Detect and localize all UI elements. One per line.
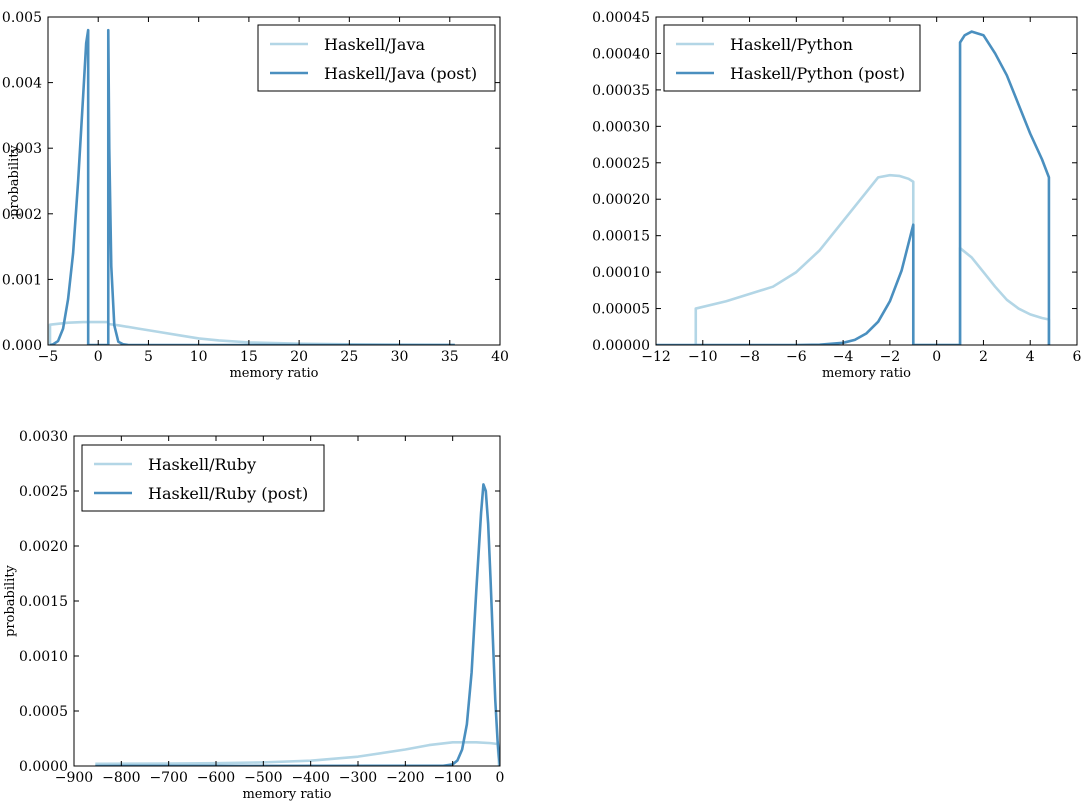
series-line-prior	[48, 320, 455, 345]
x-tick-label: 4	[1026, 349, 1035, 365]
x-axis-label: memory ratio	[242, 787, 331, 802]
series-line-post	[656, 30, 1051, 345]
y-axis-label: probability	[3, 564, 18, 636]
x-tick-label: −500	[244, 770, 282, 786]
x-tick-label: 10	[190, 349, 208, 365]
plot-frame	[47, 16, 501, 346]
y-tick-label: 0.0025	[19, 484, 68, 500]
y-tick-label: 0.005	[2, 10, 42, 26]
legend: Haskell/Java Haskell/Java (post)	[257, 24, 496, 92]
x-tick-label: −4	[833, 349, 854, 365]
x-tick-label: −300	[339, 770, 377, 786]
x-tick-label: 20	[290, 349, 308, 365]
y-tick-label: 0.00035	[592, 83, 650, 99]
x-tick-label: −800	[102, 770, 140, 786]
chart-panel-1: −5 0 5 10 15 20 25 30 35 40 0.000 0.001 0.002 0.003 0.…	[2, 10, 509, 381]
chart-panel-3: −900 −800 −700 −600 −500 −400 −300 −200 −100 0 0.0…	[3, 429, 504, 802]
x-tick-label: −8	[739, 349, 760, 365]
x-tick-label: 0	[932, 349, 941, 365]
x-tick-label: 6	[1073, 349, 1082, 365]
x-tick-label: −6	[786, 349, 807, 365]
y-tick-label: 0.00040	[592, 46, 650, 62]
x-axis-label: memory ratio	[822, 366, 911, 381]
x-tick-label: −2	[880, 349, 901, 365]
x-tick-label: 5	[144, 349, 153, 365]
y-axis-label: probability	[7, 144, 22, 216]
y-tick-label: 0.0000	[19, 759, 68, 775]
x-tick-label: −400	[291, 770, 329, 786]
x-tick-label: −600	[197, 770, 235, 786]
series-line-post	[95, 483, 500, 766]
x-tick-label: 0	[94, 349, 103, 365]
y-tick-label: 0.004	[2, 76, 42, 92]
x-tick-label: −700	[149, 770, 187, 786]
y-tick-label: 0.000	[2, 338, 42, 354]
y-tick-label: 0.00020	[592, 192, 650, 208]
y-tick-label: 0.00010	[592, 265, 650, 281]
x-tick-label: 40	[491, 349, 509, 365]
legend-box	[663, 24, 921, 92]
x-tick-label: −100	[433, 770, 471, 786]
x-tick-label: 15	[240, 349, 258, 365]
y-tick-label: 0.00005	[592, 302, 650, 318]
series-line-prior	[95, 741, 500, 766]
x-tick-label: 25	[340, 349, 358, 365]
plot-frame	[655, 16, 1078, 346]
legend-label: Haskell/Java (post)	[324, 64, 477, 83]
y-tick-label: 0.00030	[592, 119, 650, 135]
y-tick-label: 0.00015	[592, 229, 650, 245]
x-axis-label: memory ratio	[229, 366, 318, 381]
legend: Haskell/Python Haskell/Python (post)	[663, 24, 921, 92]
y-tick-label: 0.00000	[592, 338, 650, 354]
y-tick-label: 0.0010	[19, 649, 68, 665]
legend-label: Haskell/Ruby (post)	[148, 484, 308, 503]
y-tick-label: 0.001	[2, 272, 42, 288]
legend-label: Haskell/Ruby	[148, 455, 256, 474]
x-tick-label: −12	[641, 349, 671, 365]
x-tick-label: 35	[441, 349, 459, 365]
y-tick-label: 0.003	[2, 141, 42, 157]
legend-box	[81, 444, 325, 512]
y-tick-label: 0.00025	[592, 156, 650, 172]
y-tick-label: 0.0005	[19, 704, 68, 720]
x-tick-label: −10	[688, 349, 718, 365]
legend: Haskell/Ruby Haskell/Ruby (post)	[81, 444, 325, 512]
chart-panel-2: −12 −10 −8 −6 −4 −2 0 2 4 6 0.00000 0.00005 0.00010 0…	[592, 10, 1081, 381]
series-line-prior	[694, 173, 1051, 345]
y-tick-label: 0.0020	[19, 539, 68, 555]
x-tick-label: −900	[55, 770, 93, 786]
legend-label: Haskell/Python	[730, 35, 853, 54]
x-tick-label: 2	[979, 349, 988, 365]
y-tick-label: 0.0015	[19, 594, 68, 610]
x-tick-label: −200	[386, 770, 424, 786]
x-tick-label: 30	[391, 349, 409, 365]
y-tick-label: 0.0030	[19, 429, 68, 445]
legend-label: Haskell/Java	[324, 35, 425, 54]
series-line-post	[49, 28, 455, 345]
legend-label: Haskell/Python (post)	[730, 64, 905, 83]
legend-box	[257, 24, 496, 92]
x-tick-label: 0	[496, 770, 505, 786]
x-tick-label: −5	[38, 349, 59, 365]
y-tick-label: 0.002	[2, 207, 42, 223]
y-tick-label: 0.00045	[592, 10, 650, 26]
